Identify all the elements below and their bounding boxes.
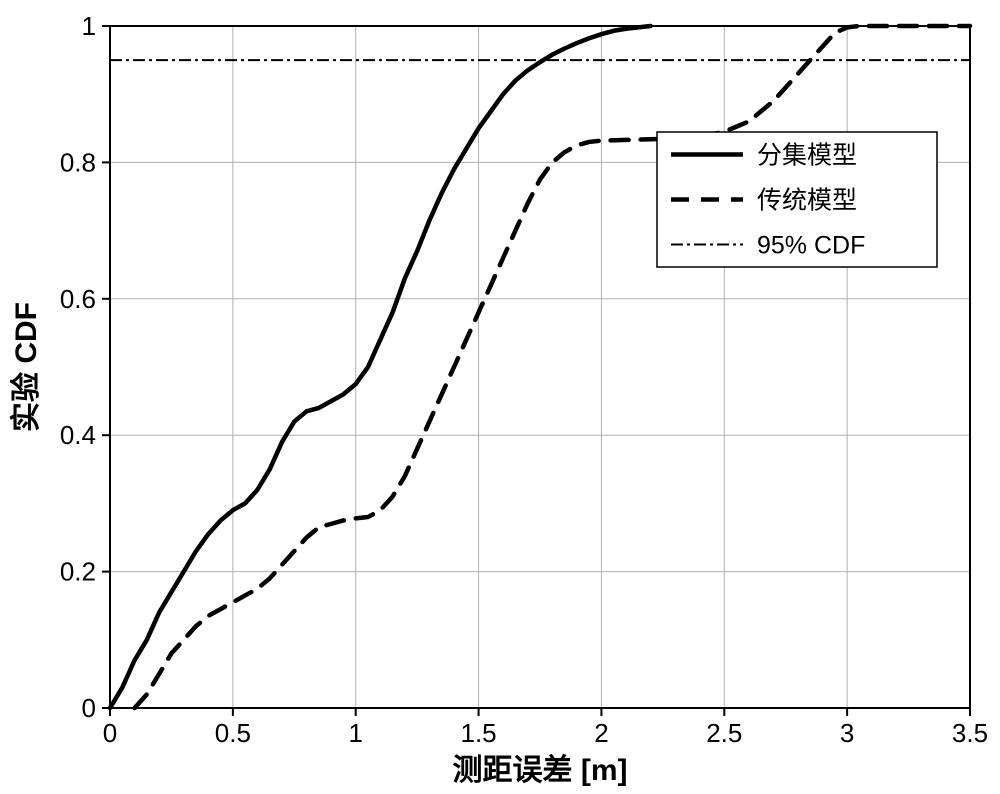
y-tick-label: 0.6 <box>60 284 96 314</box>
chart-container: 0 0.5 1 1.5 2 2.5 3 3.5 0 0.2 0.4 0.6 0.8 1 测距误差 [m] 实验… <box>0 0 1000 794</box>
y-axis-label: 实验 CDF <box>9 302 43 432</box>
x-tick-label: 2.5 <box>706 718 742 748</box>
x-tick-label: 1.5 <box>460 718 496 748</box>
chart-svg: 0 0.5 1 1.5 2 2.5 3 3.5 0 0.2 0.4 0.6 0.8 1 测距误差 [m] 实验… <box>0 0 1000 794</box>
y-tick-label: 0.2 <box>60 557 96 587</box>
legend: 分集模型传统模型 95% CDF <box>657 132 937 267</box>
y-tick-label: 0 <box>82 693 96 723</box>
y-tick-label: 0.4 <box>60 420 96 450</box>
legend-label: 分集模型 <box>757 142 857 170</box>
x-tick-label: 0.5 <box>215 718 251 748</box>
x-tick-label: 3 <box>840 718 854 748</box>
x-tick-label: 2 <box>594 718 608 748</box>
x-tick-label: 3.5 <box>952 718 988 748</box>
x-tick-label: 0 <box>103 718 117 748</box>
x-axis-label: 测距误差 [m] <box>453 754 628 787</box>
y-tick-label: 1 <box>82 11 96 41</box>
chart-bg <box>0 0 1000 794</box>
x-tick-label: 1 <box>348 718 362 748</box>
y-tick-label: 0.8 <box>60 147 96 177</box>
legend-label: 传统模型 <box>757 187 857 215</box>
legend-label: 95% CDF <box>757 232 865 260</box>
